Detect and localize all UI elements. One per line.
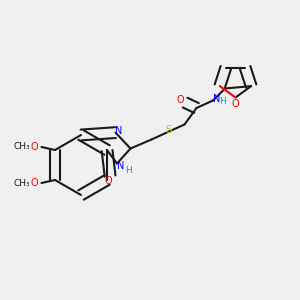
Text: O: O	[176, 94, 184, 105]
Text: O: O	[105, 176, 112, 187]
Text: CH₃: CH₃	[14, 179, 30, 188]
Text: H: H	[219, 98, 226, 106]
Text: CH₃: CH₃	[14, 142, 30, 151]
Text: N: N	[213, 94, 220, 104]
Text: O: O	[232, 99, 239, 109]
Text: N: N	[117, 161, 124, 171]
Text: S: S	[165, 125, 172, 135]
Text: N: N	[116, 126, 123, 136]
Text: O: O	[30, 142, 38, 152]
Text: H: H	[125, 166, 132, 175]
Text: O: O	[30, 178, 38, 188]
